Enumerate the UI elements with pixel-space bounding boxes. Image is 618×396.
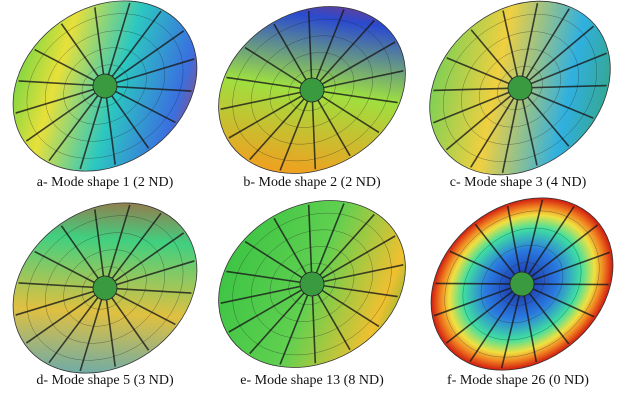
caption: c- Mode shape 3 (4 ND)	[450, 175, 587, 190]
mode-shape-image	[188, 167, 436, 396]
mode-shape-image	[397, 162, 618, 396]
caption: e- Mode shape 13 (8 ND)	[240, 373, 384, 388]
caption: a- Mode shape 1 (2 ND)	[37, 175, 174, 190]
caption: d- Mode shape 5 (3 ND)	[36, 373, 174, 388]
caption: b- Mode shape 2 (2 ND)	[243, 175, 381, 190]
disk	[397, 162, 618, 396]
caption: f- Mode shape 26 (0 ND)	[447, 373, 589, 388]
figure: a- Mode shape 1 (2 ND) b- Mode shape 2 (2…	[0, 0, 618, 396]
mode-shape-image	[0, 168, 230, 396]
